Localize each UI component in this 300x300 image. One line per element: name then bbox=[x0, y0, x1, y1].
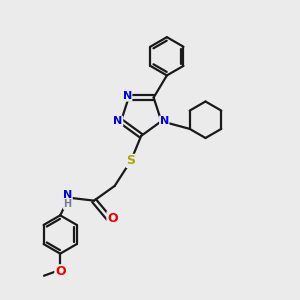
Text: N: N bbox=[113, 116, 123, 126]
Text: O: O bbox=[55, 265, 65, 278]
Text: N: N bbox=[160, 116, 169, 126]
Text: O: O bbox=[107, 212, 118, 225]
Text: S: S bbox=[126, 154, 135, 167]
Text: N: N bbox=[63, 190, 72, 200]
Text: H: H bbox=[64, 199, 72, 209]
Text: N: N bbox=[123, 91, 132, 101]
